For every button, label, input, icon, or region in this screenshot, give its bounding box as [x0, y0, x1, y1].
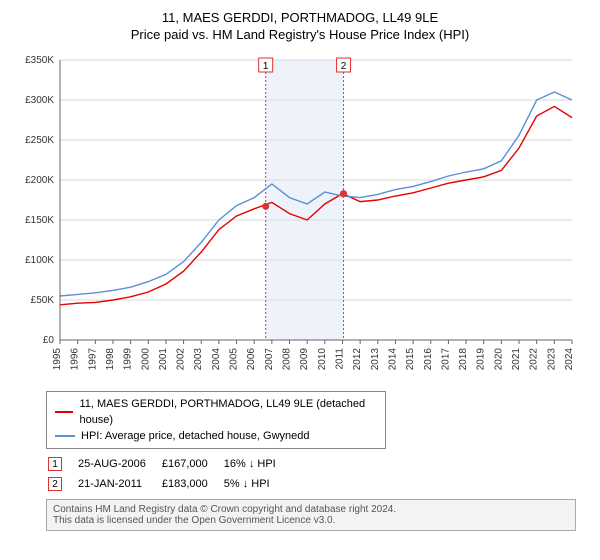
- marker-number-icon: 2: [48, 477, 62, 491]
- y-axis-tick-label: £50K: [31, 295, 55, 306]
- x-axis-tick-label: 2000: [140, 348, 151, 371]
- x-axis-tick-label: 2006: [246, 348, 257, 371]
- x-axis-tick-label: 2021: [511, 348, 522, 371]
- marker-row: 2 21-JAN-2011£183,0005% ↓ HPI: [48, 475, 290, 493]
- marker-date: 25-AUG-2006: [78, 455, 160, 473]
- x-axis-tick-label: 2022: [529, 348, 540, 371]
- x-axis-tick-label: 2011: [334, 348, 345, 370]
- x-axis-tick-label: 2020: [493, 348, 504, 371]
- marker-delta: 16% ↓ HPI: [224, 455, 290, 473]
- marker-point: [262, 203, 269, 210]
- svg-text:1: 1: [263, 61, 269, 72]
- x-axis-tick-label: 2024: [564, 348, 575, 371]
- chart-container: £0 £50K £100K £150K £200K £250K £300K £350K 1 2 19…: [16, 50, 584, 385]
- x-axis-tick-label: 2005: [229, 348, 240, 371]
- x-axis-tick-label: 2009: [299, 348, 310, 371]
- footer-line-2: This data is licensed under the Open Gov…: [53, 515, 569, 526]
- marker-date: 21-JAN-2011: [78, 475, 160, 493]
- legend-swatch: [55, 435, 75, 437]
- x-axis-tick-label: 2012: [352, 348, 363, 371]
- y-axis-tick-label: £100K: [25, 255, 54, 266]
- marker-table: 1 25-AUG-2006£167,00016% ↓ HPI 2 21-JAN-201…: [46, 453, 292, 495]
- legend-box: 11, MAES GERDDI, PORTHMADOG, LL49 9LE (d…: [46, 391, 386, 449]
- marker-label-2: 2: [337, 58, 351, 72]
- title-line-2: Price paid vs. HM Land Registry's House …: [16, 27, 584, 42]
- price-chart: £0 £50K £100K £150K £200K £250K £300K £350K 1 2 19…: [16, 50, 576, 380]
- y-axis-tick-label: £300K: [25, 95, 54, 106]
- legend-label: 11, MAES GERDDI, PORTHMADOG, LL49 9LE (d…: [79, 396, 377, 428]
- legend-swatch: [55, 411, 73, 413]
- x-axis-tick-label: 1996: [70, 348, 81, 371]
- x-axis-tick-label: 2018: [458, 348, 469, 371]
- x-axis-tick-label: 2017: [440, 348, 451, 371]
- x-axis-tick-label: 1998: [105, 348, 116, 371]
- x-axis-tick-label: 2023: [546, 348, 557, 371]
- x-axis-tick-label: 2019: [476, 348, 487, 371]
- x-axis-tick-label: 1999: [123, 348, 134, 371]
- marker-row: 1 25-AUG-2006£167,00016% ↓ HPI: [48, 455, 290, 473]
- x-axis-tick-label: 1995: [52, 348, 63, 371]
- x-axis-tick-label: 2001: [158, 348, 169, 371]
- x-axis-tick-label: 2014: [387, 348, 398, 371]
- svg-text:2: 2: [341, 61, 347, 72]
- legend-label: HPI: Average price, detached house, Gwyn…: [81, 428, 310, 444]
- marker-price: £183,000: [162, 475, 222, 493]
- x-axis-tick-label: 1997: [87, 348, 98, 371]
- marker-delta: 5% ↓ HPI: [224, 475, 290, 493]
- marker-number-icon: 1: [48, 457, 62, 471]
- marker-point: [340, 190, 347, 197]
- x-axis-tick-label: 2002: [176, 348, 187, 371]
- attribution-footer: Contains HM Land Registry data © Crown c…: [46, 499, 576, 531]
- legend-item: HPI: Average price, detached house, Gwyn…: [55, 428, 377, 444]
- legend-item: 11, MAES GERDDI, PORTHMADOG, LL49 9LE (d…: [55, 396, 377, 428]
- x-axis-tick-label: 2003: [193, 348, 204, 371]
- chart-title-block: 11, MAES GERDDI, PORTHMADOG, LL49 9LE Pr…: [16, 10, 584, 42]
- x-axis-tick-label: 2015: [405, 348, 416, 371]
- footer-line-1: Contains HM Land Registry data © Crown c…: [53, 504, 569, 515]
- y-axis-tick-label: £0: [43, 335, 55, 346]
- y-axis-tick-label: £250K: [25, 135, 54, 146]
- y-axis-tick-label: £150K: [25, 215, 54, 226]
- x-axis-tick-label: 2004: [211, 348, 222, 371]
- x-axis-tick-label: 2016: [423, 348, 434, 371]
- marker-price: £167,000: [162, 455, 222, 473]
- y-axis-tick-label: £350K: [25, 55, 54, 66]
- x-axis-tick-label: 2010: [317, 348, 328, 371]
- x-axis-tick-label: 2008: [282, 348, 293, 371]
- x-axis-tick-label: 2013: [370, 348, 381, 371]
- x-axis-tick-label: 2007: [264, 348, 275, 371]
- y-axis-tick-label: £200K: [25, 175, 54, 186]
- marker-label-1: 1: [259, 58, 273, 72]
- title-line-1: 11, MAES GERDDI, PORTHMADOG, LL49 9LE: [16, 10, 584, 25]
